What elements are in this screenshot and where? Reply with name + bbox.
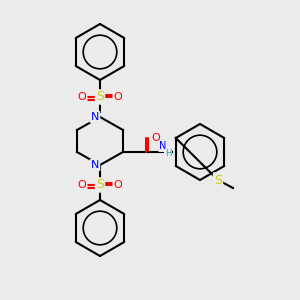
Text: O: O (114, 180, 122, 190)
Text: S: S (96, 91, 104, 103)
Text: S: S (96, 178, 104, 191)
Text: O: O (114, 92, 122, 102)
Text: N: N (91, 112, 99, 122)
Text: O: O (78, 180, 86, 190)
Text: H: H (165, 149, 171, 158)
Text: O: O (78, 92, 86, 102)
Text: S: S (214, 173, 222, 187)
Text: O: O (152, 133, 160, 143)
Text: N: N (159, 141, 167, 151)
Text: N: N (91, 160, 99, 170)
